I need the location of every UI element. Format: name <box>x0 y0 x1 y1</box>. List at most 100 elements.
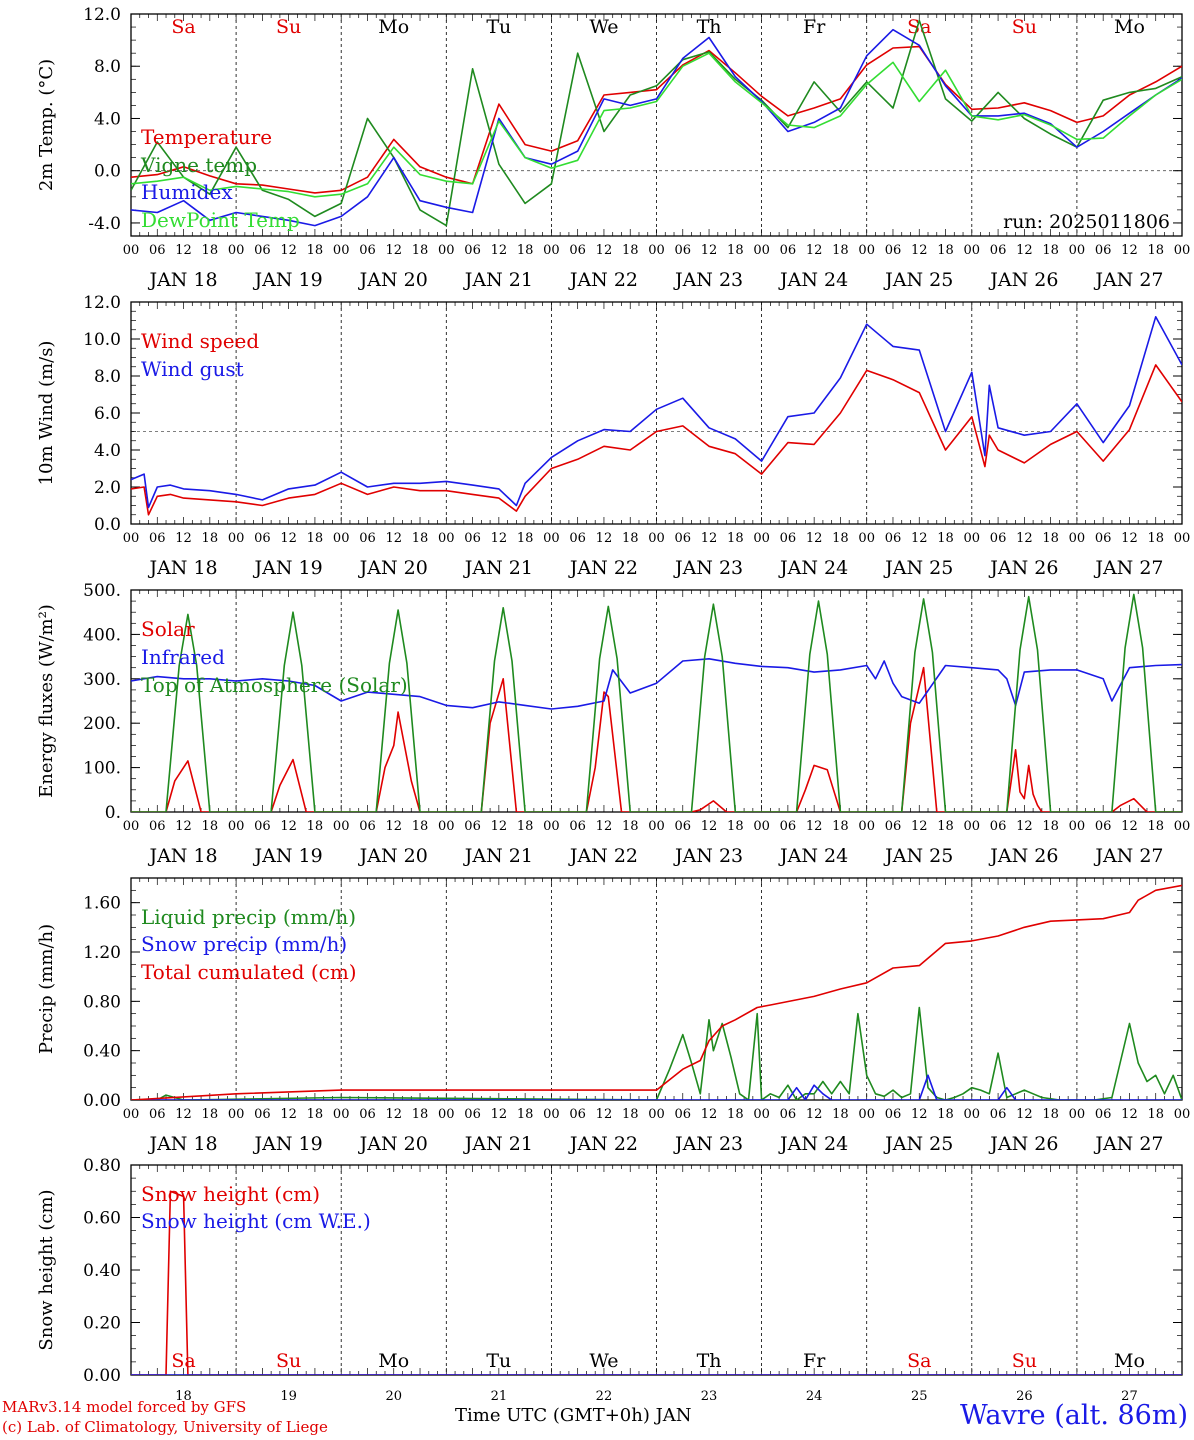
day-name-label: Fr <box>803 16 826 38</box>
y-tick-label: 8.0 <box>94 367 121 387</box>
hour-tick-label: 06 <box>254 819 271 834</box>
hour-tick-label: 00 <box>964 243 981 258</box>
hour-tick-label: 06 <box>780 819 797 834</box>
hour-tick-label: 06 <box>780 1107 797 1122</box>
y-tick-label: 10.0 <box>83 330 121 350</box>
hour-tick-label: 12 <box>596 1107 613 1122</box>
hour-tick-label: 00 <box>1069 819 1086 834</box>
date-label: JAN 27 <box>1093 1133 1163 1155</box>
hour-tick-label: 06 <box>149 531 166 546</box>
series-line-wind-speed <box>131 364 1182 516</box>
day-name-label: Sa <box>171 1350 195 1372</box>
hour-tick-label: 18 <box>412 531 429 546</box>
day-name-label: Sa <box>907 16 931 38</box>
series-line-top-of-atmosphere-solar- <box>131 593 1182 812</box>
day-name-label: Fr <box>803 1350 826 1372</box>
hour-tick-label: 00 <box>228 1107 245 1122</box>
run-annotation: run: 2025011806 <box>1003 211 1170 233</box>
date-label: JAN 24 <box>778 845 848 867</box>
hour-tick-label: 06 <box>675 819 692 834</box>
y-tick-label: 4.0 <box>94 109 121 129</box>
hour-tick-label: 00 <box>228 243 245 258</box>
date-label: JAN 20 <box>358 1133 428 1155</box>
date-number-label: 22 <box>596 1389 613 1404</box>
legend-entry: Humidex <box>141 180 233 204</box>
date-label: JAN 23 <box>673 845 743 867</box>
hour-tick-label: 18 <box>412 819 429 834</box>
date-number-label: 27 <box>1121 1389 1138 1404</box>
hour-tick-label: 18 <box>727 243 744 258</box>
hour-tick-label: 12 <box>175 243 192 258</box>
y-tick-label: 300. <box>83 670 121 690</box>
hour-tick-label: 12 <box>806 243 823 258</box>
hour-tick-label: 12 <box>385 819 402 834</box>
date-number-label: 26 <box>1016 1389 1033 1404</box>
hour-tick-label: 18 <box>622 1107 639 1122</box>
y-tick-label: 0.20 <box>83 1314 121 1334</box>
y-tick-label: 0.00 <box>83 1366 121 1386</box>
x-axis-title: Time UTC (GMT+0h) JAN <box>455 1405 692 1426</box>
hour-tick-label: 12 <box>491 243 508 258</box>
hour-tick-label: 18 <box>1042 243 1059 258</box>
y-axis-label: 2m Temp. (°C) <box>36 59 57 191</box>
hour-tick-label: 00 <box>858 243 875 258</box>
day-name-label: Tu <box>486 16 511 38</box>
hour-tick-label: 00 <box>1069 1107 1086 1122</box>
hour-tick-label: 00 <box>228 819 245 834</box>
hour-tick-label: 06 <box>569 531 586 546</box>
date-label: JAN 26 <box>988 557 1058 579</box>
y-tick-label: 1.60 <box>83 894 121 914</box>
date-label: JAN 27 <box>1093 269 1163 291</box>
hour-tick-label: 18 <box>307 819 324 834</box>
hour-tick-label: 00 <box>438 819 455 834</box>
hour-tick-label: 06 <box>1095 1107 1112 1122</box>
hour-tick-label: 06 <box>675 1107 692 1122</box>
legend-entry: Vigne temp <box>140 153 257 177</box>
y-tick-label: 0. <box>105 803 121 823</box>
model-credit: MARv3.14 model forced by GFS <box>2 1398 247 1416</box>
hour-tick-label: 18 <box>937 1107 954 1122</box>
hour-tick-label: 00 <box>1174 531 1191 546</box>
y-tick-label: 12.0 <box>83 293 121 313</box>
hour-tick-label: 12 <box>701 531 718 546</box>
hour-tick-label: 12 <box>911 819 928 834</box>
hour-tick-label: 00 <box>753 1107 770 1122</box>
hour-tick-label: 18 <box>202 243 219 258</box>
hour-tick-label: 00 <box>333 531 350 546</box>
legend-entry: Top of Atmosphere (Solar) <box>141 673 408 697</box>
hour-tick-label: 12 <box>175 531 192 546</box>
hour-tick-label: 12 <box>1121 243 1138 258</box>
hour-tick-label: 18 <box>832 243 849 258</box>
day-name-label: Sa <box>171 16 195 38</box>
date-label: JAN 25 <box>883 845 953 867</box>
hour-tick-label: 06 <box>780 243 797 258</box>
date-label: JAN 22 <box>568 845 638 867</box>
y-tick-label: 0.60 <box>83 1209 121 1229</box>
y-tick-label: 400. <box>83 625 121 645</box>
station-label: Wavre (alt. 86m) <box>960 1400 1188 1431</box>
date-label: JAN 21 <box>463 557 533 579</box>
y-tick-label: 0.40 <box>83 1261 121 1281</box>
hour-tick-label: 18 <box>832 531 849 546</box>
hour-tick-label: 18 <box>202 531 219 546</box>
hour-tick-label: 06 <box>254 531 271 546</box>
legend-entry: Total cumulated (cm) <box>141 960 357 984</box>
day-name-label: Th <box>697 1350 722 1372</box>
hour-tick-label: 00 <box>858 1107 875 1122</box>
series-line-total-cumulated-cm- <box>131 884 1182 1100</box>
series-line-solar <box>131 666 1182 812</box>
hour-tick-label: 06 <box>464 819 481 834</box>
hour-tick-label: 00 <box>333 819 350 834</box>
date-label: JAN 18 <box>147 269 217 291</box>
hour-tick-label: 12 <box>1121 531 1138 546</box>
hour-tick-label: 06 <box>1095 819 1112 834</box>
date-label: JAN 19 <box>253 269 323 291</box>
hour-tick-label: 12 <box>806 531 823 546</box>
hour-tick-label: 06 <box>885 531 902 546</box>
date-label: JAN 26 <box>988 269 1058 291</box>
date-label: JAN 21 <box>463 269 533 291</box>
series-line-dewpoint-temp <box>131 52 1182 198</box>
y-tick-label: 100. <box>83 759 121 779</box>
hour-tick-label: 00 <box>438 243 455 258</box>
hour-tick-label: 06 <box>569 243 586 258</box>
